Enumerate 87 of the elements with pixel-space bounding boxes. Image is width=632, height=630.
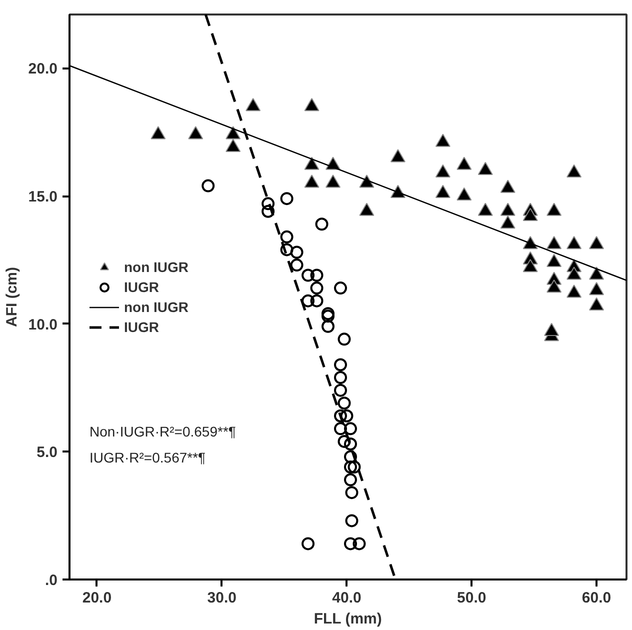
point bbox=[566, 236, 582, 250]
point bbox=[344, 450, 357, 464]
point bbox=[544, 322, 560, 336]
point bbox=[310, 294, 324, 308]
point bbox=[338, 434, 351, 448]
point bbox=[566, 284, 582, 298]
point bbox=[334, 358, 348, 372]
point bbox=[390, 149, 406, 162]
point bbox=[304, 156, 320, 170]
point bbox=[302, 294, 315, 308]
point bbox=[435, 184, 450, 198]
legend-label: non IUGR bbox=[124, 258, 189, 274]
annotation: Non·IUGR·R²=0.659**¶ bbox=[90, 424, 236, 440]
x-tick-label: 60.0 bbox=[582, 590, 612, 606]
point bbox=[546, 254, 562, 268]
point bbox=[338, 396, 351, 410]
point bbox=[359, 202, 374, 216]
y-tick-label: 10.0 bbox=[28, 316, 58, 334]
point bbox=[150, 126, 166, 140]
point bbox=[345, 486, 358, 500]
point bbox=[589, 236, 604, 250]
point bbox=[589, 266, 604, 280]
point bbox=[344, 438, 357, 450]
x-tick-label: 40.0 bbox=[332, 590, 362, 606]
point bbox=[566, 164, 582, 178]
point bbox=[310, 282, 324, 295]
point bbox=[226, 138, 241, 152]
point bbox=[322, 310, 335, 323]
point bbox=[226, 126, 241, 140]
point bbox=[456, 187, 472, 201]
legend-label: IUGR bbox=[124, 278, 159, 294]
point bbox=[522, 259, 538, 272]
point bbox=[478, 162, 493, 175]
point bbox=[546, 202, 562, 216]
point bbox=[322, 320, 335, 333]
y-tick-label: 20.0 bbox=[28, 60, 58, 78]
point bbox=[546, 279, 562, 293]
y-tick-label: 15.0 bbox=[28, 188, 58, 206]
point bbox=[589, 297, 604, 310]
point bbox=[334, 409, 348, 422]
point bbox=[522, 208, 538, 222]
x-tick-label: 20.0 bbox=[82, 590, 112, 606]
point bbox=[304, 98, 320, 112]
point bbox=[280, 230, 294, 244]
point bbox=[188, 126, 204, 140]
point bbox=[500, 216, 516, 229]
point bbox=[302, 268, 315, 282]
point bbox=[359, 174, 374, 188]
point bbox=[478, 202, 493, 216]
x-tick-label: 50.0 bbox=[457, 590, 486, 606]
point bbox=[334, 384, 348, 397]
annotation: IUGR·R²=0.567**¶ bbox=[90, 450, 206, 466]
point bbox=[326, 174, 341, 188]
point bbox=[546, 236, 562, 250]
point bbox=[345, 514, 358, 528]
point bbox=[589, 282, 604, 296]
point bbox=[310, 268, 324, 282]
point bbox=[352, 537, 366, 550]
point bbox=[304, 174, 320, 188]
point bbox=[338, 332, 351, 346]
point bbox=[334, 282, 348, 295]
legend-label: non IUGR bbox=[124, 298, 189, 314]
point bbox=[456, 156, 472, 170]
point bbox=[334, 422, 348, 436]
point bbox=[322, 307, 335, 320]
x-tick-label: 30.0 bbox=[207, 590, 236, 606]
y-axis-title: AFI (cm) bbox=[3, 266, 20, 327]
point bbox=[344, 473, 357, 486]
point bbox=[290, 246, 304, 259]
point bbox=[348, 460, 361, 474]
point bbox=[566, 266, 582, 280]
y-tick-label: 5.0 bbox=[36, 444, 58, 462]
point bbox=[302, 537, 315, 550]
point bbox=[340, 409, 354, 422]
point bbox=[435, 164, 450, 178]
legend-label: IUGR bbox=[124, 318, 159, 334]
point bbox=[280, 243, 294, 256]
point bbox=[344, 537, 357, 550]
y-tick-label: .0 bbox=[44, 572, 58, 589]
point bbox=[500, 202, 516, 216]
point bbox=[334, 371, 348, 384]
point bbox=[344, 422, 357, 436]
point bbox=[246, 98, 261, 112]
point bbox=[344, 460, 357, 474]
point bbox=[500, 180, 516, 193]
point bbox=[435, 134, 450, 147]
x-axis-title: FLL (mm) bbox=[314, 610, 382, 628]
